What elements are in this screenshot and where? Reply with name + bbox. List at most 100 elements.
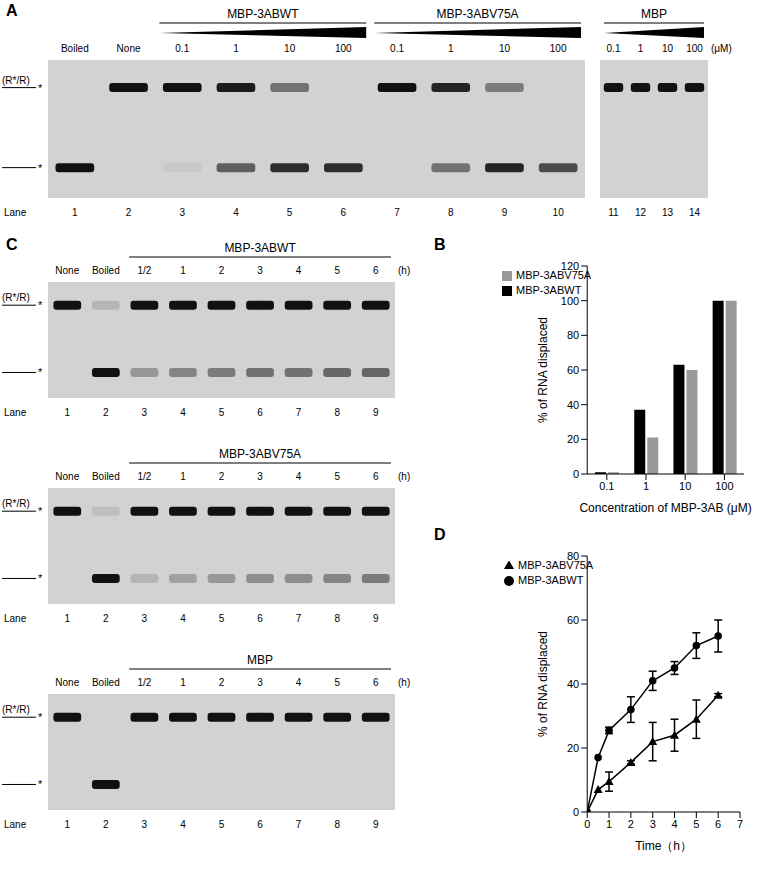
svg-text:0.1: 0.1: [599, 480, 614, 492]
svg-text:14: 14: [689, 207, 701, 218]
svg-text:(R*/R): (R*/R): [2, 498, 30, 509]
svg-text:1: 1: [180, 677, 186, 688]
svg-text:40: 40: [567, 399, 579, 411]
svg-text:6: 6: [373, 471, 379, 482]
svg-text:8: 8: [448, 207, 454, 218]
svg-text:20: 20: [567, 433, 579, 445]
svg-text:6: 6: [257, 613, 263, 624]
svg-text:40: 40: [567, 678, 579, 690]
svg-text:5: 5: [219, 613, 225, 624]
svg-text:6: 6: [341, 207, 347, 218]
svg-text:6: 6: [715, 818, 721, 830]
svg-text:1/2: 1/2: [137, 677, 151, 688]
svg-text:3: 3: [142, 819, 148, 830]
svg-text:Boiled: Boiled: [92, 677, 120, 688]
svg-text:Lane: Lane: [4, 207, 27, 218]
svg-text:3: 3: [142, 613, 148, 624]
svg-text:12: 12: [635, 207, 647, 218]
svg-text:5: 5: [334, 265, 340, 276]
svg-text:1: 1: [233, 43, 239, 54]
svg-text:10: 10: [662, 43, 674, 54]
svg-text:9: 9: [502, 207, 508, 218]
svg-text:100: 100: [686, 43, 703, 54]
svg-text:Concentration of MBP-3AB (μM): Concentration of MBP-3AB (μM): [579, 501, 751, 515]
svg-text:3: 3: [179, 207, 185, 218]
svg-text:9: 9: [373, 407, 379, 418]
svg-text:None: None: [55, 471, 79, 482]
svg-text:C: C: [6, 236, 18, 253]
svg-text:2: 2: [219, 265, 225, 276]
svg-text:*: *: [38, 162, 43, 174]
svg-text:100: 100: [335, 43, 352, 54]
svg-text:9: 9: [373, 819, 379, 830]
svg-text:100: 100: [561, 295, 579, 307]
svg-text:8: 8: [334, 407, 340, 418]
svg-text:(R*/R): (R*/R): [2, 292, 30, 303]
svg-text:0.1: 0.1: [175, 43, 189, 54]
svg-text:4: 4: [671, 818, 677, 830]
svg-text:0: 0: [573, 806, 579, 818]
svg-text:2: 2: [219, 471, 225, 482]
svg-text:4: 4: [296, 471, 302, 482]
svg-text:3: 3: [257, 677, 263, 688]
svg-text:0.1: 0.1: [607, 43, 621, 54]
svg-text:% of RNA displaced: % of RNA displaced: [536, 631, 550, 737]
svg-text:2: 2: [219, 677, 225, 688]
svg-text:(h): (h): [398, 471, 410, 482]
svg-text:% of RNA displaced: % of RNA displaced: [536, 317, 550, 423]
svg-text:*: *: [38, 505, 43, 517]
svg-text:Lane: Lane: [4, 613, 27, 624]
svg-text:1: 1: [638, 43, 644, 54]
svg-text:5: 5: [334, 677, 340, 688]
svg-text:MBP-3ABV75A: MBP-3ABV75A: [219, 447, 301, 461]
svg-text:(R*/R): (R*/R): [2, 75, 30, 86]
svg-text:None: None: [117, 43, 141, 54]
svg-text:7: 7: [394, 207, 400, 218]
svg-text:(μM): (μM): [711, 43, 732, 54]
svg-text:2: 2: [126, 207, 132, 218]
svg-text:None: None: [55, 677, 79, 688]
svg-text:7: 7: [296, 407, 302, 418]
svg-text:5: 5: [693, 818, 699, 830]
svg-text:1: 1: [64, 613, 70, 624]
svg-text:(h): (h): [398, 265, 410, 276]
svg-text:2: 2: [103, 819, 109, 830]
svg-text:3: 3: [142, 407, 148, 418]
svg-text:1: 1: [64, 407, 70, 418]
svg-text:5: 5: [219, 407, 225, 418]
svg-text:6: 6: [257, 819, 263, 830]
svg-text:1: 1: [643, 480, 649, 492]
svg-text:MBP: MBP: [641, 7, 667, 21]
svg-text:0.1: 0.1: [390, 43, 404, 54]
svg-text:4: 4: [233, 207, 239, 218]
svg-text:20: 20: [567, 742, 579, 754]
svg-text:100: 100: [550, 43, 567, 54]
svg-text:MBP-3ABWT: MBP-3ABWT: [227, 7, 299, 21]
svg-text:2: 2: [628, 818, 634, 830]
svg-text:3: 3: [257, 265, 263, 276]
svg-text:MBP-3ABWT: MBP-3ABWT: [224, 241, 296, 255]
svg-text:10: 10: [499, 43, 511, 54]
svg-text:8: 8: [334, 613, 340, 624]
svg-text:4: 4: [180, 613, 186, 624]
svg-text:*: *: [38, 778, 43, 790]
svg-text:*: *: [38, 366, 43, 378]
svg-text:Boiled: Boiled: [61, 43, 89, 54]
svg-text:80: 80: [567, 329, 579, 341]
svg-text:4: 4: [296, 265, 302, 276]
svg-text:Boiled: Boiled: [92, 265, 120, 276]
svg-text:(h): (h): [398, 677, 410, 688]
svg-text:120: 120: [561, 260, 579, 272]
svg-text:6: 6: [373, 265, 379, 276]
svg-text:10: 10: [284, 43, 296, 54]
svg-text:5: 5: [334, 471, 340, 482]
svg-text:7: 7: [737, 818, 743, 830]
svg-text:10: 10: [679, 480, 691, 492]
svg-text:Lane: Lane: [4, 819, 27, 830]
svg-text:6: 6: [257, 407, 263, 418]
svg-text:Boiled: Boiled: [92, 471, 120, 482]
svg-text:5: 5: [287, 207, 293, 218]
svg-text:1: 1: [448, 43, 454, 54]
svg-text:A: A: [6, 2, 18, 19]
svg-text:11: 11: [608, 207, 619, 218]
